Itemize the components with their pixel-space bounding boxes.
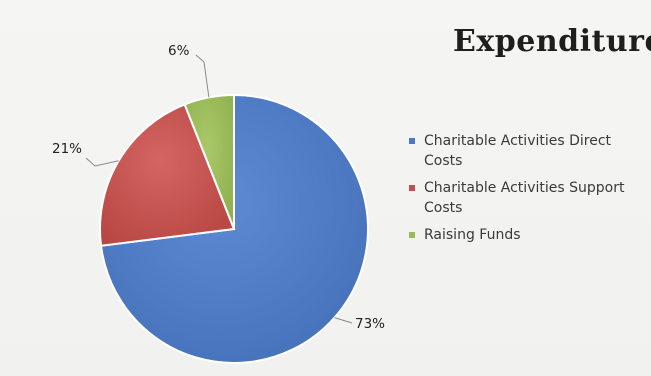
leader-line [195, 54, 210, 98]
legend-swatch-support-costs [409, 185, 415, 191]
legend-label-support-costs: Charitable Activities Support Costs [424, 180, 625, 216]
data-label-support-costs: 21% [52, 141, 82, 157]
legend-swatch-raising-funds [409, 232, 415, 238]
legend-label-raising-funds: Raising Funds [424, 227, 521, 243]
leader-line [85, 157, 119, 167]
legend-swatch-direct-costs [409, 138, 415, 144]
legend-item-support-costs: Charitable Activities Support Costs [409, 178, 649, 218]
data-label-raising-funds: 6% [168, 43, 190, 59]
data-label-direct-costs: 73% [355, 316, 385, 332]
slice-support-costs [99, 103, 236, 247]
chart-legend: Charitable Activities Direct Costs Chari… [409, 131, 649, 252]
chart-title: Expenditure [453, 24, 651, 59]
legend-label-direct-costs: Charitable Activities Direct Costs [424, 133, 612, 169]
legend-item-direct-costs: Charitable Activities Direct Costs [409, 131, 649, 171]
leader-line [334, 317, 353, 324]
legend-item-raising-funds: Raising Funds [409, 225, 649, 245]
